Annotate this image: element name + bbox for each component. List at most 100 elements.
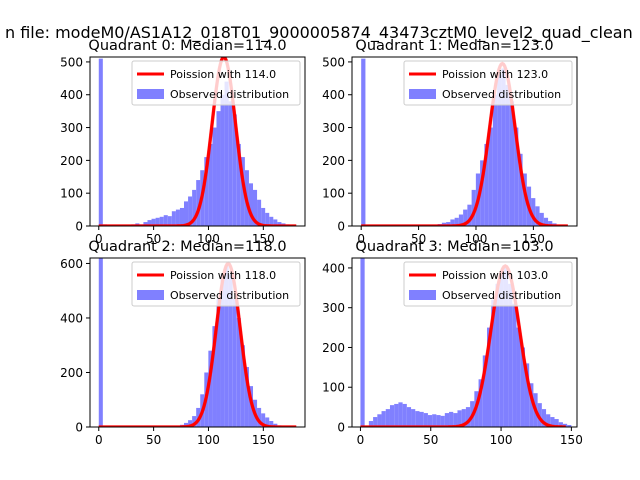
y-tick-label: 300	[322, 301, 345, 315]
y-tick-label: 600	[60, 257, 83, 271]
y-tick-label: 400	[60, 311, 83, 325]
histogram-bar	[548, 221, 553, 226]
histogram-bar	[480, 160, 485, 226]
histogram-bar	[248, 183, 254, 226]
panel-title: Quadrant 1: Median=123.0	[355, 38, 553, 54]
x-tick-label: 0	[95, 232, 103, 246]
histogram-bar	[491, 299, 496, 427]
legend-box	[131, 261, 301, 307]
histogram-bar	[257, 407, 262, 427]
x-tick-label: 150	[560, 433, 583, 447]
legend-bar-swatch	[137, 290, 164, 300]
x-tick-label: 50	[146, 232, 161, 246]
y-tick-label: 400	[322, 88, 345, 102]
histogram-bar	[265, 212, 270, 226]
histogram-bar	[465, 407, 471, 427]
panel-title: Quadrant 3: Median=103.0	[355, 239, 553, 255]
histogram-bar	[212, 326, 217, 427]
y-tick-label: 0	[75, 421, 83, 435]
histogram-bar	[360, 258, 365, 427]
histogram-bar	[188, 196, 193, 226]
histogram-bar	[531, 198, 536, 226]
histogram-bar	[179, 207, 185, 226]
histogram-bar	[516, 327, 521, 427]
histogram-bar	[495, 283, 500, 427]
histogram-bar	[444, 413, 450, 427]
y-tick-label: 500	[60, 55, 83, 69]
histogram-bar	[171, 211, 176, 226]
histogram-bar	[458, 214, 464, 226]
histogram-bar	[98, 258, 103, 427]
histogram-bar	[398, 402, 403, 427]
histogram-bar	[457, 410, 462, 427]
histogram-bar	[361, 58, 366, 226]
x-tick-label: 0	[357, 232, 365, 246]
x-tick-label: 100	[465, 232, 488, 246]
histogram-bar	[216, 298, 221, 427]
histogram-bar	[487, 327, 492, 427]
histogram-bar	[436, 415, 441, 427]
x-tick-label: 0	[95, 433, 103, 447]
histogram-bar	[454, 217, 459, 226]
y-tick-label: 0	[75, 220, 83, 234]
histogram-bar	[224, 81, 229, 226]
poisson-curve	[98, 57, 297, 226]
plot-area	[98, 258, 297, 427]
panel-title: Quadrant 0: Median=114.0	[88, 38, 286, 54]
legend-label-poisson: Poission with 118.0	[170, 269, 276, 282]
plot-area	[98, 57, 297, 226]
quadrant-0-panel: 0 50 100 150 0 100 200 300 400 500 Quadrant 0: Med…	[60, 38, 306, 246]
histogram-bar	[432, 414, 437, 427]
histogram-bar	[240, 345, 245, 427]
legend-label-observed: Observed distribution	[170, 88, 289, 101]
y-tick-label: 100	[322, 187, 345, 201]
histogram-bar	[204, 157, 209, 226]
histogram-bar	[453, 413, 458, 427]
histogram-bar	[163, 215, 168, 226]
histogram-bar	[192, 189, 197, 226]
histogram-bar	[512, 303, 517, 427]
histogram-bar	[541, 409, 547, 427]
histogram-bar	[188, 420, 193, 427]
histogram-bar	[427, 415, 433, 427]
y-tick-label: 200	[322, 154, 345, 168]
y-tick-label: 500	[322, 55, 345, 69]
histogram-bar	[269, 421, 274, 427]
legend: Poission with 114.0 Observed distribution	[131, 60, 301, 106]
histogram-bar	[539, 212, 544, 226]
axes-frame	[351, 257, 578, 428]
histogram-bar	[419, 411, 424, 427]
histogram-bar	[269, 216, 274, 226]
legend-label-poisson: Poission with 123.0	[442, 68, 548, 81]
histogram-bar	[558, 422, 563, 427]
histogram-bar	[232, 114, 237, 226]
axes-frame	[89, 56, 306, 227]
axes-frame	[351, 56, 578, 227]
histogram-bar	[228, 274, 233, 427]
histogram-bar	[514, 127, 519, 226]
histogram-bar	[143, 222, 148, 226]
histogram-bar	[509, 101, 515, 226]
legend-label-observed: Observed distribution	[442, 289, 561, 302]
histogram-bar	[411, 409, 416, 427]
histogram-bar	[232, 298, 237, 427]
histogram-bar	[236, 317, 241, 427]
histogram-bar	[518, 153, 523, 226]
quadrant-3-panel: 0 50 100 150 0 100 200 300 400 Quadrant 3: Median…	[322, 239, 583, 447]
x-tick-label: 100	[197, 433, 220, 447]
y-tick-label: 0	[337, 220, 345, 234]
histogram-bar	[423, 413, 428, 427]
histogram-bar	[228, 101, 233, 226]
histogram-bar	[524, 363, 530, 427]
y-tick-label: 200	[322, 341, 345, 355]
histogram-bar	[167, 216, 172, 226]
histogram-bar	[497, 75, 502, 226]
figure-suptitle: n file: modeM0/AS1A12_018T01_9000005874_…	[5, 23, 633, 43]
axes-frame	[89, 257, 306, 428]
y-tick-label: 100	[60, 187, 83, 201]
histogram-bar	[224, 266, 229, 427]
y-tick-label: 200	[60, 366, 83, 380]
legend: Poission with 118.0 Observed distribution	[131, 261, 301, 307]
histogram-bar	[216, 111, 221, 226]
